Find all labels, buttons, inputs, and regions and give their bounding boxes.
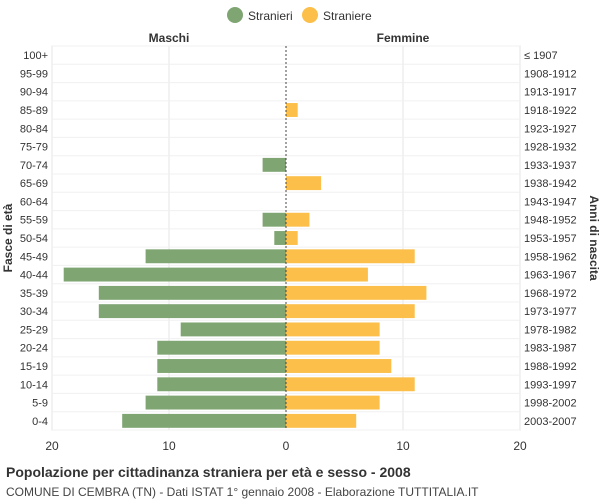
y-tick-label-age: 75-79 xyxy=(20,142,48,154)
legend-swatch-straniere xyxy=(302,7,318,23)
y-axis-label-right: Anni di nascita xyxy=(587,195,600,281)
y-tick-label-age: 80-84 xyxy=(20,123,48,135)
bar-stranieri xyxy=(157,359,286,373)
y-tick-label-age: 40-44 xyxy=(20,270,48,282)
y-tick-label-birth-year: 1978-1982 xyxy=(524,324,577,336)
bar-straniere xyxy=(286,359,392,373)
y-tick-label-birth-year: 2003-2007 xyxy=(524,416,577,428)
bar-stranieri xyxy=(262,157,286,172)
bar-straniere xyxy=(286,285,427,300)
bar-straniere xyxy=(286,176,322,191)
bar-stranieri xyxy=(145,249,286,264)
bar-straniere xyxy=(286,212,310,227)
legend-swatch-stranieri xyxy=(227,7,243,23)
y-tick-label-birth-year: 1998-2002 xyxy=(524,398,577,410)
y-tick-label-birth-year: 1908-1912 xyxy=(524,68,577,80)
legend-label-straniere: Straniere xyxy=(323,9,372,23)
bar-straniere xyxy=(286,267,368,282)
bar-straniere xyxy=(286,304,415,319)
y-tick-label-birth-year: 1948-1952 xyxy=(524,215,577,227)
y-tick-label-age: 20-24 xyxy=(20,343,48,355)
x-tick-label: 0 xyxy=(283,439,290,453)
y-tick-label-birth-year: 1988-1992 xyxy=(524,361,577,373)
y-tick-label-birth-year: 1913-1917 xyxy=(524,87,577,99)
y-tick-label-age: 60-64 xyxy=(20,196,48,208)
y-tick-label-age: 15-19 xyxy=(20,361,48,373)
bar-stranieri xyxy=(180,322,286,337)
y-tick-label-birth-year: 1953-1957 xyxy=(524,233,577,245)
bar-straniere xyxy=(286,103,298,117)
bar-stranieri xyxy=(98,304,286,319)
y-tick-label-age: 35-39 xyxy=(20,288,48,300)
y-tick-label-age: 50-54 xyxy=(20,233,48,245)
y-tick-label-age: 90-94 xyxy=(20,87,48,99)
bar-stranieri xyxy=(262,212,286,227)
bar-straniere xyxy=(286,322,380,337)
y-tick-label-age: 25-29 xyxy=(20,324,48,336)
y-tick-label-birth-year: 1928-1932 xyxy=(524,142,577,154)
y-tick-label-age: 0-4 xyxy=(32,416,48,428)
bar-straniere xyxy=(286,395,380,410)
y-tick-label-age: 65-69 xyxy=(20,178,48,190)
y-tick-label-birth-year: 1938-1942 xyxy=(524,178,577,190)
y-tick-label-birth-year: 1968-1972 xyxy=(524,288,577,300)
y-tick-label-age: 55-59 xyxy=(20,215,48,227)
y-tick-label-age: 45-49 xyxy=(20,251,48,263)
bar-stranieri xyxy=(157,377,286,392)
y-tick-label-age: 100+ xyxy=(23,50,48,62)
y-tick-label-birth-year: 1923-1927 xyxy=(524,123,577,135)
y-tick-label-birth-year: 1933-1937 xyxy=(524,160,577,172)
y-tick-label-birth-year: 1973-1977 xyxy=(524,306,577,318)
left-header-label: Maschi xyxy=(149,31,190,45)
right-header-label: Femmine xyxy=(377,31,430,45)
x-tick-label: 20 xyxy=(45,439,59,453)
x-tick-label: 10 xyxy=(162,439,176,453)
bar-stranieri xyxy=(98,285,286,300)
legend-label-stranieri: Stranieri xyxy=(248,9,293,23)
y-tick-label-age: 30-34 xyxy=(20,306,48,318)
bar-straniere xyxy=(286,413,357,428)
y-tick-label-age: 70-74 xyxy=(20,160,48,172)
bar-straniere xyxy=(286,249,415,264)
chart-subtitle: COMUNE DI CEMBRA (TN) - Dati ISTAT 1° ge… xyxy=(6,485,479,499)
x-tick-label: 10 xyxy=(396,439,410,453)
bar-straniere xyxy=(286,377,415,392)
y-tick-label-age: 95-99 xyxy=(20,68,48,80)
y-tick-label-birth-year: 1963-1967 xyxy=(524,270,577,282)
bar-stranieri xyxy=(122,413,286,428)
y-tick-label-birth-year: 1983-1987 xyxy=(524,343,577,355)
y-tick-label-birth-year: 1943-1947 xyxy=(524,196,577,208)
bar-stranieri xyxy=(274,231,286,245)
bar-stranieri xyxy=(157,340,286,355)
y-axis-label-left: Fasce di età xyxy=(1,203,15,272)
bar-stranieri xyxy=(145,395,286,410)
chart-title: Popolazione per cittadinanza straniera p… xyxy=(6,464,411,480)
bar-straniere xyxy=(286,231,298,245)
y-tick-label-birth-year: 1958-1962 xyxy=(524,251,577,263)
bar-stranieri xyxy=(63,267,287,282)
bar-straniere xyxy=(286,340,380,355)
y-tick-label-birth-year: ≤ 1907 xyxy=(524,50,558,62)
y-tick-label-birth-year: 1993-1997 xyxy=(524,379,577,391)
y-tick-label-age: 10-14 xyxy=(20,379,48,391)
y-tick-label-age: 5-9 xyxy=(32,398,48,410)
y-tick-label-birth-year: 1918-1922 xyxy=(524,105,577,117)
y-tick-label-age: 85-89 xyxy=(20,105,48,117)
x-tick-label: 20 xyxy=(513,439,527,453)
